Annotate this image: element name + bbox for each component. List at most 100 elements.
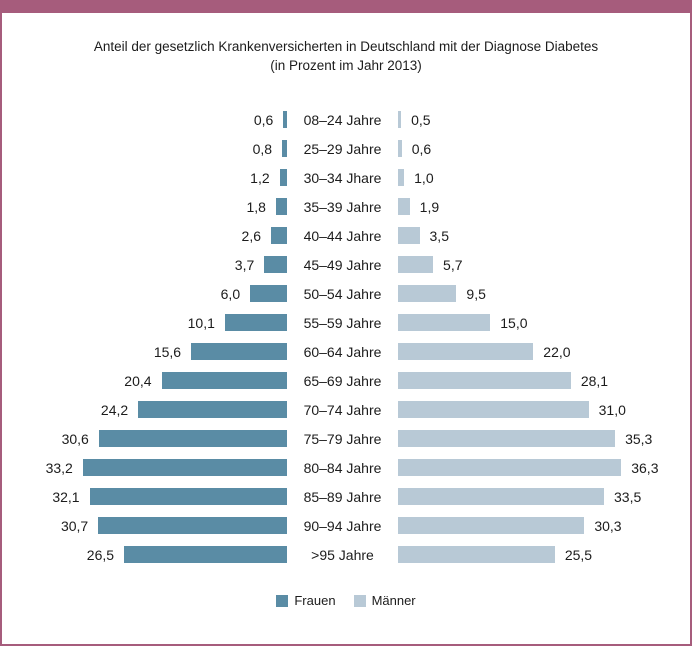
chart-row: 2,6 40–44 Jahre 3,5 (2, 221, 690, 250)
chart-row: 1,2 30–34 Jhare 1,0 (2, 163, 690, 192)
frauen-value-label: 0,6 (253, 111, 274, 128)
age-group-label: 70–74 Jahre (303, 401, 382, 418)
age-group-label: 45–49 Jahre (303, 256, 382, 273)
frauen-cell: 1,8 (2, 198, 287, 215)
maenner-cell: 36,3 (398, 459, 690, 476)
maenner-bar (398, 285, 457, 302)
chart-legend: Frauen Männer (2, 593, 690, 608)
frauen-cell: 20,4 (2, 372, 287, 389)
frauen-cell: 0,6 (2, 111, 287, 128)
maenner-value-label: 22,0 (543, 343, 571, 360)
chart-row: 0,6 08–24 Jahre 0,5 (2, 105, 690, 134)
frauen-bar (98, 517, 287, 534)
maenner-cell: 5,7 (398, 256, 690, 273)
frauen-value-label: 2,6 (241, 227, 262, 244)
maenner-cell: 31,0 (398, 401, 690, 418)
frauen-bar (250, 285, 287, 302)
maenner-value-label: 3,5 (429, 227, 449, 244)
frauen-value-label: 6,0 (220, 285, 241, 302)
chart-title-line-1: Anteil der gesetzlich Krankenversicherte… (93, 39, 599, 54)
age-group-label: 40–44 Jahre (303, 227, 382, 244)
maenner-bar (398, 401, 589, 418)
maenner-cell: 1,9 (398, 198, 690, 215)
frauen-cell: 2,6 (2, 227, 287, 244)
frauen-cell: 26,5 (2, 546, 287, 563)
frauen-value-label: 3,7 (234, 256, 255, 273)
age-group-label: 35–39 Jahre (303, 198, 382, 215)
chart-title-line-2: (in Prozent im Jahr 2013) (270, 58, 422, 73)
frauen-cell: 30,7 (2, 517, 287, 534)
frauen-bar (161, 372, 287, 389)
maenner-bar (398, 517, 585, 534)
age-group-label: >95 Jahre (311, 546, 374, 563)
maenner-bar (398, 343, 534, 360)
maenner-bar (398, 198, 410, 215)
frauen-bar (89, 488, 287, 505)
age-group-label: 08–24 Jahre (303, 111, 382, 128)
age-group-label: 90–94 Jahre (303, 517, 382, 534)
maenner-cell: 0,6 (398, 140, 690, 157)
maenner-value-label: 33,5 (614, 488, 642, 505)
frauen-value-label: 1,2 (250, 169, 270, 186)
maenner-bar (398, 169, 405, 186)
frauen-bar (275, 198, 287, 215)
maenner-bar (398, 488, 605, 505)
frauen-cell: 24,2 (2, 401, 287, 418)
age-group-label: 75–79 Jahre (303, 430, 382, 447)
maenner-bar (398, 140, 402, 157)
frauen-cell: 3,7 (2, 256, 287, 273)
age-group-label: 80–84 Jahre (303, 459, 382, 476)
frauen-value-label: 20,4 (124, 372, 152, 389)
maenner-value-label: 15,0 (500, 314, 528, 331)
maenner-cell: 35,3 (398, 430, 690, 447)
frauen-value-label: 30,6 (61, 430, 89, 447)
frauen-bar (98, 430, 287, 447)
maenner-cell: 9,5 (398, 285, 690, 302)
legend-swatch-frauen (276, 594, 289, 607)
frauen-bar (138, 401, 287, 418)
maenner-cell: 33,5 (398, 488, 690, 505)
chart-row: 0,8 25–29 Jahre 0,6 (2, 134, 690, 163)
chart-row: 15,6 60–64 Jahre 22,0 (2, 337, 690, 366)
chart-row: 24,2 70–74 Jahre 31,0 (2, 395, 690, 424)
frauen-bar (82, 459, 287, 476)
chart-row: 26,5 >95 Jahre 25,5 (2, 540, 690, 569)
legend-label-frauen: Frauen (294, 593, 336, 608)
maenner-bar (398, 459, 622, 476)
maenner-value-label: 5,7 (443, 256, 463, 273)
frauen-bar (282, 140, 287, 157)
maenner-cell: 25,5 (398, 546, 690, 563)
pyramid-chart: 0,6 08–24 Jahre 0,5 0,8 25–29 Jahre 0,6 1,2 30–… (2, 105, 690, 569)
maenner-bar (398, 111, 402, 128)
maenner-cell: 30,3 (398, 517, 690, 534)
chart-row: 30,7 90–94 Jahre 30,3 (2, 511, 690, 540)
frauen-value-label: 15,6 (153, 343, 182, 360)
frauen-bar (271, 227, 287, 244)
age-group-label: 50–54 Jahre (303, 285, 382, 302)
chart-row: 3,7 45–49 Jahre 5,7 (2, 250, 690, 279)
legend-item-frauen: Frauen (276, 593, 336, 608)
maenner-value-label: 0,5 (411, 111, 431, 128)
legend-swatch-maenner (353, 594, 366, 607)
maenner-value-label: 35,3 (625, 430, 653, 447)
maenner-cell: 15,0 (398, 314, 690, 331)
maenner-value-label: 25,5 (564, 546, 593, 563)
age-group-label: 55–59 Jahre (303, 314, 382, 331)
age-group-label: 30–34 Jhare (303, 169, 382, 186)
frauen-bar (224, 314, 287, 331)
maenner-value-label: 1,9 (419, 198, 440, 215)
frauen-value-label: 0,8 (252, 140, 273, 157)
frauen-bar (124, 546, 287, 563)
frauen-cell: 10,1 (2, 314, 287, 331)
age-group-label: 25–29 Jahre (303, 140, 382, 157)
maenner-cell: 28,1 (398, 372, 690, 389)
chart-row: 33,2 80–84 Jahre 36,3 (2, 453, 690, 482)
age-group-label: 60–64 Jahre (303, 343, 382, 360)
chart-row: 20,4 65–69 Jahre 28,1 (2, 366, 690, 395)
maenner-bar (398, 314, 491, 331)
maenner-bar (398, 430, 616, 447)
maenner-bar (398, 256, 434, 273)
frauen-value-label: 1,8 (246, 198, 266, 215)
maenner-value-label: 9,5 (466, 285, 486, 302)
